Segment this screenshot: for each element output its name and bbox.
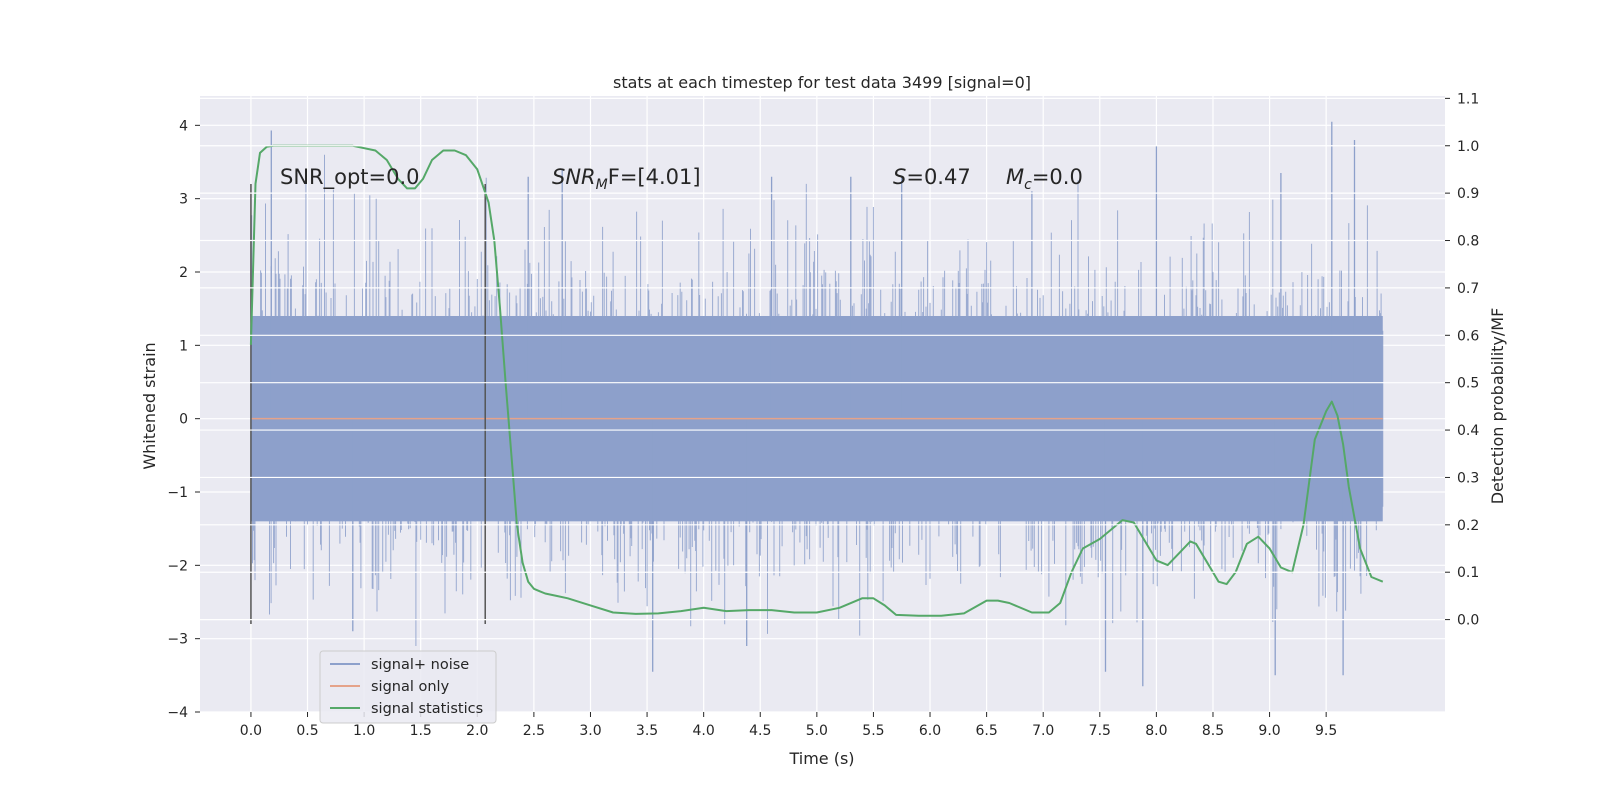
y-tick-label: 2 bbox=[179, 265, 188, 281]
y2-tick-label: 1.1 bbox=[1457, 91, 1479, 107]
x-axis-label: Time (s) bbox=[788, 749, 854, 768]
y-tick-label: −2 bbox=[167, 558, 188, 574]
x-tick-label: 9.5 bbox=[1315, 723, 1337, 739]
x-tick-labels: 0.0 0.5 1.0 1.5 2.0 2.5 3.0 3.5 4.0 4.5 5.0 5.5 6.0 6… bbox=[240, 712, 1337, 739]
x-tick-label: 8.0 bbox=[1145, 723, 1167, 739]
x-tick-label: 0.0 bbox=[240, 723, 262, 739]
x-tick-label: 3.0 bbox=[579, 723, 601, 739]
legend-label-signal-only: signal only bbox=[371, 679, 450, 695]
annotation-snr-mf-rest: F=[4.01] bbox=[608, 165, 701, 189]
y-tick-labels: 4 3 2 1 0 −1 −2 −3 −4 bbox=[167, 118, 200, 721]
annotation-s-value: =0.47 bbox=[906, 165, 970, 189]
grid-overlay bbox=[200, 97, 1445, 621]
annotation-snr-mf-base: SNR bbox=[552, 165, 596, 189]
annotation-mc-value: =0.0 bbox=[1032, 165, 1083, 189]
y2-tick-label: 0.2 bbox=[1457, 518, 1479, 534]
x-tick-label: 4.0 bbox=[693, 723, 715, 739]
x-tick-label: 9.0 bbox=[1258, 723, 1280, 739]
legend-box bbox=[319, 650, 497, 724]
annotation-snr-mf: SNRMF=[4.01] bbox=[552, 165, 701, 193]
x-tick-label: 2.5 bbox=[523, 723, 545, 739]
y2-tick-labels: 1.1 1.0 0.9 0.8 0.7 0.6 0.5 0.4 0.3 0.2 0.1 0.0 bbox=[1445, 91, 1479, 629]
y2-tick-label: 0.3 bbox=[1457, 470, 1479, 486]
y2-tick-label: 0.0 bbox=[1457, 613, 1479, 629]
y2-tick-label: 0.4 bbox=[1457, 423, 1479, 439]
y2-tick-label: 0.7 bbox=[1457, 281, 1479, 297]
series-signal-statistics bbox=[249, 144, 1384, 617]
x-tick-label: 7.5 bbox=[1089, 723, 1111, 739]
x-tick-label: 4.5 bbox=[749, 723, 771, 739]
legend-label-signal-statistics: signal statistics bbox=[371, 701, 483, 717]
y2-axis-label: Detection probability/MF bbox=[1488, 308, 1507, 505]
y-tick-label: −3 bbox=[167, 632, 188, 648]
legend-label-signal-plus-noise: signal+ noise bbox=[371, 657, 469, 673]
legend: signal+ noise signal only signal statist… bbox=[319, 650, 497, 724]
x-tick-label: 6.0 bbox=[919, 723, 941, 739]
x-tick-label: 1.0 bbox=[353, 723, 375, 739]
x-tick-label: 7.0 bbox=[1032, 723, 1054, 739]
x-tick-label: 0.5 bbox=[296, 723, 318, 739]
y-tick-label: −1 bbox=[167, 485, 188, 501]
y-tick-label: 1 bbox=[179, 338, 188, 354]
y2-tick-label: 0.9 bbox=[1457, 186, 1479, 202]
x-tick-label: 2.0 bbox=[466, 723, 488, 739]
y2-tick-label: 1.0 bbox=[1457, 139, 1479, 155]
x-tick-label: 6.5 bbox=[975, 723, 997, 739]
x-tick-label: 3.5 bbox=[636, 723, 658, 739]
x-tick-label: 5.5 bbox=[862, 723, 884, 739]
statistics-line bbox=[249, 144, 1384, 617]
y-tick-label: −4 bbox=[167, 705, 188, 721]
x-tick-label: 5.0 bbox=[806, 723, 828, 739]
y-tick-label: 0 bbox=[179, 412, 188, 428]
y2-tick-label: 0.6 bbox=[1457, 328, 1479, 344]
annotation-s: S=0.47 bbox=[893, 165, 971, 189]
annotation-snr-opt: SNR_opt=0.0 bbox=[280, 165, 420, 190]
annotation-mc-base: M bbox=[1006, 165, 1024, 189]
detection-window-lines bbox=[250, 184, 486, 624]
x-tick-label: 1.5 bbox=[410, 723, 432, 739]
y2-tick-label: 0.5 bbox=[1457, 376, 1479, 392]
annotation-mc: Mc=0.0 bbox=[1006, 165, 1083, 193]
annotation-snr-mf-sub: M bbox=[596, 177, 608, 193]
chart-title: stats at each timestep for test data 349… bbox=[613, 73, 1031, 92]
x-tick-label: 8.5 bbox=[1202, 723, 1224, 739]
y-tick-label: 4 bbox=[179, 118, 188, 134]
annotation-mc-sub: c bbox=[1024, 177, 1032, 193]
noise-peaks bbox=[270, 121, 1356, 687]
y-tick-label: 3 bbox=[179, 192, 188, 208]
annotation-s-label: S bbox=[893, 165, 906, 189]
y2-tick-label: 0.1 bbox=[1457, 565, 1479, 581]
y-axis-label: Whitened strain bbox=[140, 342, 159, 469]
y2-tick-label: 0.8 bbox=[1457, 234, 1479, 250]
